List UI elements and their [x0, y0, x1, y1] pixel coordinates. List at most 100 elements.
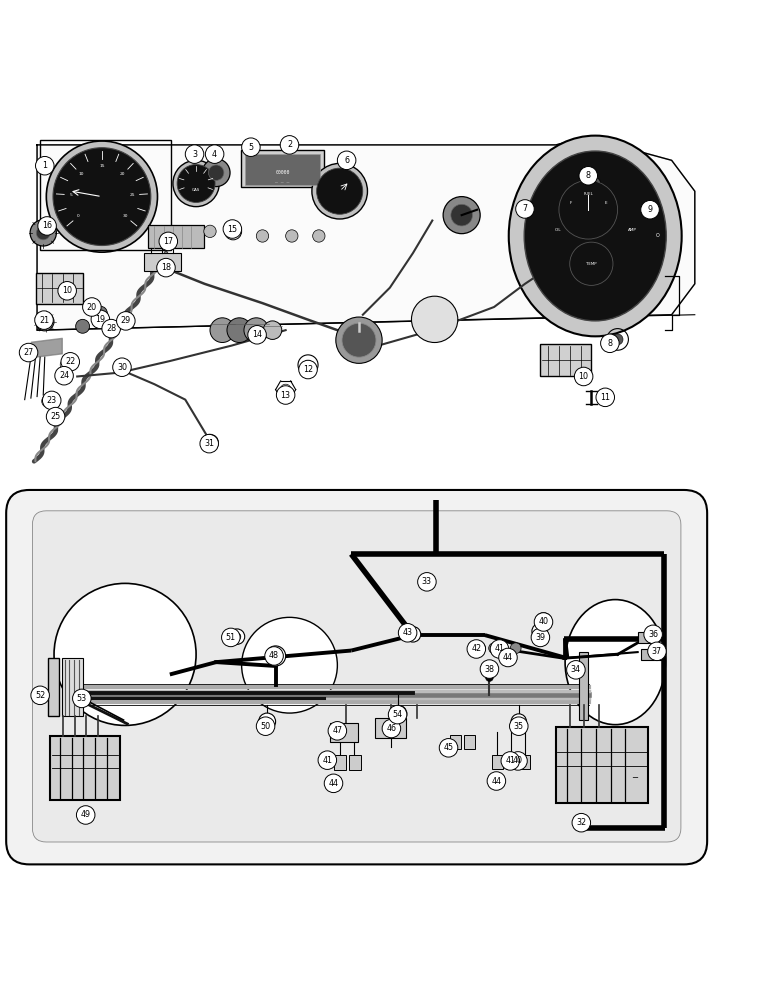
Circle shape [35, 311, 53, 329]
Circle shape [509, 752, 527, 770]
FancyBboxPatch shape [241, 150, 324, 187]
Text: 00000: 00000 [276, 170, 290, 175]
Text: 44: 44 [329, 779, 338, 788]
Circle shape [467, 640, 486, 658]
Text: GAS: GAS [192, 188, 200, 192]
Circle shape [55, 366, 73, 385]
Circle shape [173, 160, 219, 207]
Circle shape [487, 772, 506, 790]
Circle shape [248, 326, 266, 344]
Text: 43: 43 [403, 628, 412, 637]
Circle shape [312, 163, 367, 219]
Circle shape [382, 719, 401, 738]
Circle shape [276, 386, 295, 404]
Circle shape [612, 334, 623, 345]
Circle shape [205, 145, 224, 163]
Text: E: E [605, 201, 608, 205]
Circle shape [559, 180, 618, 239]
Text: 10: 10 [579, 372, 588, 381]
Circle shape [229, 629, 245, 644]
Circle shape [206, 439, 214, 447]
Circle shape [280, 136, 299, 154]
Circle shape [265, 647, 283, 665]
Text: 23: 23 [46, 396, 57, 405]
Text: 39: 39 [535, 633, 546, 642]
FancyBboxPatch shape [62, 658, 83, 716]
Text: 34: 34 [571, 665, 581, 674]
Text: 21: 21 [39, 316, 49, 325]
Text: −: − [631, 773, 638, 782]
Circle shape [38, 217, 56, 235]
Text: 10: 10 [78, 172, 83, 176]
Circle shape [313, 230, 325, 242]
Circle shape [227, 318, 252, 343]
Text: 19: 19 [95, 315, 106, 324]
Text: F: F [569, 201, 571, 205]
Circle shape [202, 159, 230, 187]
Circle shape [451, 204, 472, 226]
FancyBboxPatch shape [330, 723, 358, 742]
Circle shape [259, 713, 276, 730]
Circle shape [61, 353, 80, 371]
Text: 54: 54 [392, 710, 403, 719]
Text: 7: 7 [523, 204, 527, 213]
Circle shape [286, 230, 298, 242]
Text: 38: 38 [485, 665, 494, 674]
FancyBboxPatch shape [641, 649, 662, 660]
FancyBboxPatch shape [464, 735, 475, 749]
Text: 37: 37 [652, 647, 662, 656]
Circle shape [303, 360, 313, 370]
Circle shape [439, 739, 458, 757]
Circle shape [531, 628, 550, 647]
Circle shape [46, 407, 65, 426]
FancyBboxPatch shape [6, 490, 707, 864]
Circle shape [210, 318, 235, 343]
Circle shape [266, 646, 286, 666]
Circle shape [54, 583, 196, 725]
Text: 46: 46 [387, 724, 396, 733]
Circle shape [36, 226, 50, 240]
Circle shape [42, 391, 61, 410]
Text: _ _ _: _ _ _ [276, 177, 290, 182]
Circle shape [390, 705, 407, 722]
Circle shape [490, 640, 509, 658]
Circle shape [328, 722, 347, 740]
Circle shape [73, 689, 91, 708]
Circle shape [31, 686, 49, 705]
Text: 1: 1 [42, 161, 47, 170]
Text: 29: 29 [120, 316, 131, 325]
Text: TEMP: TEMP [586, 262, 597, 266]
FancyBboxPatch shape [556, 727, 648, 803]
Circle shape [177, 164, 215, 202]
Text: 41: 41 [506, 756, 515, 765]
Circle shape [299, 360, 317, 379]
Circle shape [200, 434, 218, 453]
Circle shape [117, 312, 135, 330]
Circle shape [222, 628, 240, 647]
Circle shape [204, 225, 216, 238]
Circle shape [570, 242, 613, 285]
FancyBboxPatch shape [245, 154, 320, 185]
Circle shape [337, 151, 356, 170]
Circle shape [574, 367, 593, 386]
Text: 30: 30 [123, 214, 128, 218]
Text: OIL: OIL [555, 228, 561, 232]
Circle shape [572, 813, 591, 832]
Text: +: + [271, 651, 280, 661]
Text: 31: 31 [205, 439, 214, 448]
Circle shape [256, 717, 275, 735]
Circle shape [91, 310, 110, 329]
Text: 17: 17 [163, 237, 174, 246]
Text: 47: 47 [332, 726, 343, 735]
FancyBboxPatch shape [144, 253, 181, 271]
Ellipse shape [524, 151, 666, 321]
Circle shape [486, 674, 493, 681]
Circle shape [411, 296, 458, 343]
Circle shape [342, 323, 376, 357]
Text: 51: 51 [225, 633, 236, 642]
FancyBboxPatch shape [36, 273, 83, 304]
Circle shape [263, 321, 282, 339]
Circle shape [46, 141, 157, 252]
Text: 30: 30 [117, 363, 127, 372]
FancyBboxPatch shape [349, 755, 361, 770]
